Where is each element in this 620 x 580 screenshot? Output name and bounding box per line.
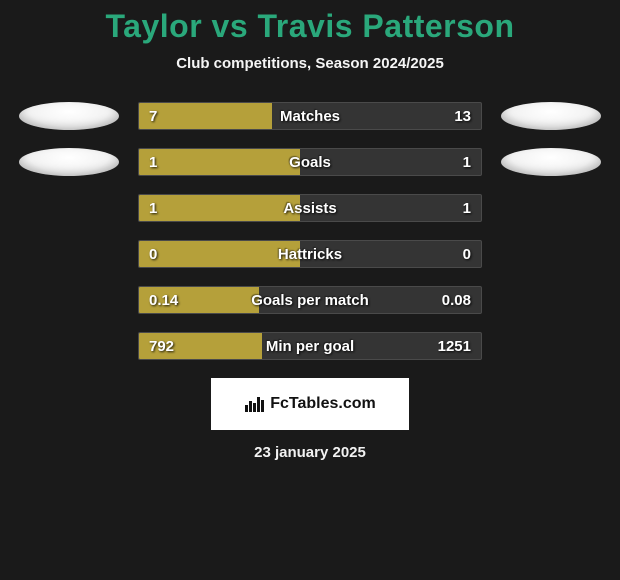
player-avatar-right-secondary (501, 148, 601, 176)
stat-row: Goals11 (0, 148, 620, 176)
stat-value-right: 1 (453, 195, 481, 221)
stat-bar: Min per goal7921251 (138, 332, 482, 360)
brand-badge[interactable]: FcTables.com (211, 378, 409, 430)
subtitle: Club competitions, Season 2024/2025 (0, 55, 620, 72)
stat-value-right: 1 (453, 149, 481, 175)
stat-bar: Goals11 (138, 148, 482, 176)
bars-icon (244, 395, 264, 413)
stat-value-right: 13 (444, 103, 481, 129)
stat-row: Matches713 (0, 102, 620, 130)
avatar-slot-right (482, 102, 620, 130)
bar-fill-left (139, 195, 300, 221)
stat-value-right: 0 (453, 241, 481, 267)
page-title: Taylor vs Travis Patterson (0, 0, 620, 45)
stat-row: Min per goal7921251 (0, 332, 620, 360)
bar-fill-left (139, 287, 259, 313)
stat-value-right: 1251 (428, 333, 481, 359)
brand-text: FcTables.com (270, 395, 376, 413)
player-avatar-left-secondary (19, 148, 119, 176)
stat-bar: Matches713 (138, 102, 482, 130)
comparison-chart: Matches713 Goals11 Assists11 Hattricks00 Goa… (0, 102, 620, 360)
stat-bar: Goals per match0.140.08 (138, 286, 482, 314)
bar-fill-left (139, 149, 300, 175)
stat-bar: Hattricks00 (138, 240, 482, 268)
avatar-slot-right (482, 148, 620, 176)
stat-row: Hattricks00 (0, 240, 620, 268)
bar-fill-left (139, 241, 300, 267)
avatar-slot-left (0, 102, 138, 130)
bar-fill-left (139, 333, 262, 359)
stat-row: Goals per match0.140.08 (0, 286, 620, 314)
stat-row: Assists11 (0, 194, 620, 222)
stat-bar: Assists11 (138, 194, 482, 222)
player-avatar-right (501, 102, 601, 130)
date-text: 23 january 2025 (0, 444, 620, 461)
bar-fill-left (139, 103, 272, 129)
stat-value-right: 0.08 (432, 287, 481, 313)
avatar-slot-left (0, 148, 138, 176)
player-avatar-left (19, 102, 119, 130)
